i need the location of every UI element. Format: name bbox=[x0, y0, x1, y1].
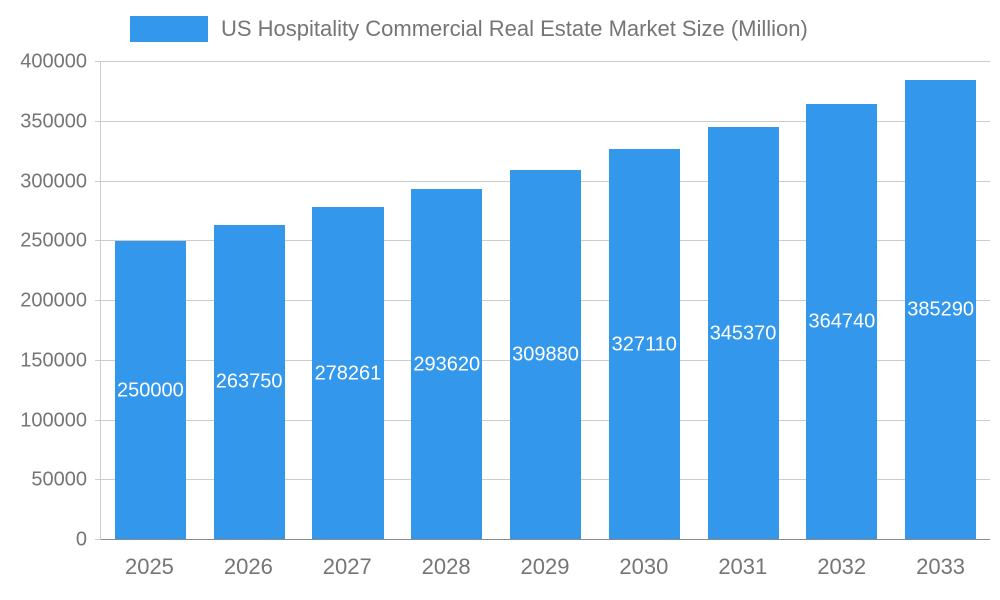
bar-2033[interactable]: 385290 bbox=[905, 79, 977, 540]
y-axis-tick bbox=[95, 61, 101, 62]
y-tick-label: 350000 bbox=[20, 110, 87, 133]
y-tick-label: 300000 bbox=[20, 170, 87, 192]
y-tick-label: 50000 bbox=[31, 468, 87, 491]
x-tick-label: 2033 bbox=[916, 554, 966, 579]
x-tick-label: 2026 bbox=[223, 554, 273, 579]
bar-slot: 327110 bbox=[595, 62, 694, 540]
chart-title: US Hospitality Commercial Real Estate Ma… bbox=[221, 16, 808, 41]
y-tick-label: 250000 bbox=[20, 229, 87, 252]
y-axis-tick bbox=[95, 479, 101, 481]
bar-value-label: 327110 bbox=[611, 333, 677, 356]
bar-value-label: 364740 bbox=[808, 310, 876, 333]
bar-slot: 263750 bbox=[200, 62, 299, 540]
x-axis-baseline bbox=[101, 539, 990, 540]
y-tick-label: 0 bbox=[75, 528, 87, 551]
gridline bbox=[101, 61, 990, 62]
bar-value-label: 293620 bbox=[413, 353, 481, 376]
legend-swatch bbox=[130, 16, 208, 42]
bar-slot: 250000 bbox=[101, 62, 200, 540]
bar-2032[interactable]: 364740 bbox=[806, 104, 878, 540]
plot-area: 0 50000 100000 150000 200000 250000 300000 3500… bbox=[20, 51, 990, 551]
bar-2025[interactable]: 250000 bbox=[114, 241, 186, 540]
bar-value-label: 385290 bbox=[907, 298, 974, 321]
y-axis-tick bbox=[95, 359, 101, 361]
x-tick-label: 2032 bbox=[817, 554, 867, 579]
y-axis-tick bbox=[95, 539, 101, 540]
x-tick-label: 2028 bbox=[421, 554, 471, 579]
bars-layer: 250000 263750 278261 293620 309880 327110 3453… bbox=[101, 62, 990, 540]
y-tick-label: 100000 bbox=[20, 409, 87, 431]
bar-value-label: 278261 bbox=[314, 362, 382, 385]
y-tick-label: 400000 bbox=[20, 50, 87, 73]
bar-slot: 345370 bbox=[694, 62, 793, 540]
bar-slot: 309880 bbox=[496, 62, 595, 540]
bar-2031[interactable]: 345370 bbox=[707, 127, 779, 540]
y-axis-tick bbox=[95, 180, 101, 182]
bar-slot: 278261 bbox=[299, 62, 398, 540]
bar-value-label: 345370 bbox=[709, 322, 777, 345]
y-axis-tick bbox=[95, 419, 101, 421]
y-axis-tick bbox=[95, 300, 101, 301]
x-axis: 2025 2026 2027 2028 2029 2030 2031 2032 2033 bbox=[100, 554, 990, 580]
bar-2027[interactable]: 278261 bbox=[312, 207, 384, 540]
bar-value-label: 309880 bbox=[512, 343, 579, 366]
gridline bbox=[101, 120, 990, 122]
y-axis-tick bbox=[95, 120, 101, 122]
bar-2028[interactable]: 293620 bbox=[411, 189, 483, 540]
bar-2030[interactable]: 327110 bbox=[608, 149, 680, 540]
x-tick-label: 2029 bbox=[520, 554, 570, 579]
x-tick-label: 2027 bbox=[322, 554, 372, 579]
y-axis-tick bbox=[95, 240, 101, 242]
bar-slot: 385290 bbox=[891, 62, 990, 540]
y-tick-label: 200000 bbox=[20, 289, 87, 312]
chart-legend: US Hospitality Commercial Real Estate Ma… bbox=[130, 16, 808, 42]
bar-2026[interactable]: 263750 bbox=[213, 224, 285, 540]
bar-slot: 364740 bbox=[792, 62, 891, 540]
bar-value-label: 250000 bbox=[117, 379, 184, 402]
y-tick-label: 150000 bbox=[20, 349, 87, 372]
bar-value-label: 263750 bbox=[215, 370, 283, 393]
x-tick-label: 2025 bbox=[124, 554, 174, 579]
bar-slot: 293620 bbox=[397, 62, 496, 540]
bar-2029[interactable]: 309880 bbox=[509, 169, 582, 540]
x-tick-label: 2030 bbox=[619, 554, 669, 579]
x-tick-label: 2031 bbox=[718, 554, 768, 579]
